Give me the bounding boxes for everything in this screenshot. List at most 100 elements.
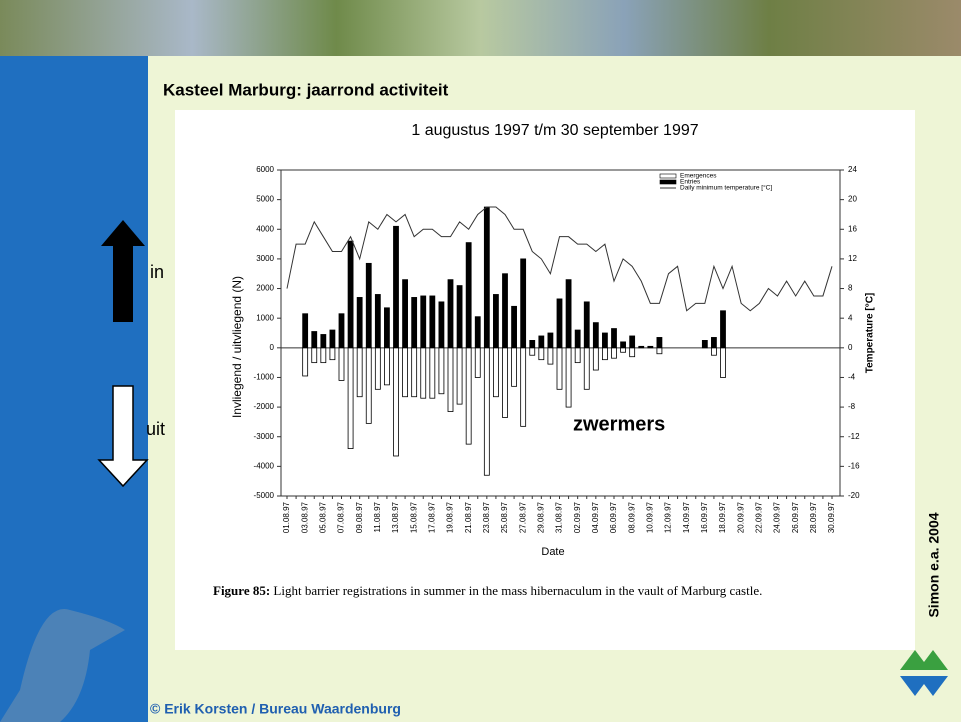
x-tick-label: 25.08.97: [500, 501, 509, 533]
legend-swatch: [660, 180, 676, 184]
bar: [493, 348, 498, 397]
x-tick-label: 15.08.97: [409, 501, 418, 533]
y-tick-label: 4000: [256, 224, 274, 233]
y-tick-label: -4000: [254, 461, 275, 470]
x-tick-label: 20.09.97: [736, 501, 745, 533]
bar: [721, 311, 726, 348]
bar: [630, 336, 635, 348]
bar: [484, 207, 489, 348]
bar: [339, 314, 344, 348]
bar: [539, 336, 544, 348]
out-label: uit: [146, 419, 165, 439]
legend-label: Daily minimum temperature [°C]: [680, 184, 772, 192]
bar: [557, 348, 562, 389]
page: {"slide":{"title":"Kasteel Marburg: jaar…: [0, 0, 961, 722]
x-tick-label: 29.08.97: [536, 501, 545, 533]
bar: [448, 280, 453, 348]
bar: [621, 342, 626, 348]
slide: Kasteel Marburg: jaarrond activiteit 1 a…: [0, 0, 961, 722]
x-tick-label: 09.08.97: [355, 501, 364, 533]
chart-subtitle: 1 augustus 1997 t/m 30 september 1997: [411, 122, 698, 139]
bar: [702, 340, 707, 347]
bar: [475, 348, 480, 378]
bar: [321, 334, 326, 347]
bar: [421, 296, 426, 348]
bar: [657, 348, 662, 354]
bar: [566, 280, 571, 348]
caption-text: Light barrier registrations in summer in…: [273, 583, 762, 598]
bar: [621, 348, 626, 352]
y2-tick-label: 20: [848, 195, 857, 204]
bar: [602, 348, 607, 360]
y-tick-label: -5000: [254, 491, 275, 500]
bar: [330, 330, 335, 348]
bar: [412, 348, 417, 397]
bar: [575, 348, 580, 363]
bar: [448, 348, 453, 412]
bar: [412, 297, 417, 347]
bar: [384, 308, 389, 348]
bar: [503, 274, 508, 348]
bar: [711, 337, 716, 347]
bar: [493, 294, 498, 347]
bar: [366, 348, 371, 424]
bar: [602, 333, 607, 348]
caption-label: Figure 85:: [213, 583, 270, 598]
bar: [321, 348, 326, 363]
x-tick-label: 28.09.97: [809, 501, 818, 533]
bar: [303, 348, 308, 376]
bar: [593, 323, 598, 348]
bar: [512, 306, 517, 347]
x-tick-label: 23.08.97: [482, 501, 491, 533]
y-tick-label: 2000: [256, 284, 274, 293]
x-tick-label: 11.08.97: [373, 501, 382, 532]
x-tick-label: 07.08.97: [337, 501, 346, 533]
x-axis-label: Date: [541, 546, 564, 558]
bar: [548, 348, 553, 364]
bar: [711, 348, 716, 355]
y2-tick-label: -4: [848, 373, 856, 382]
bar: [430, 348, 435, 398]
slide-title: Kasteel Marburg: jaarrond activiteit: [163, 80, 449, 99]
x-tick-label: 21.08.97: [464, 501, 473, 533]
figure-caption: Figure 85: Light barrier registrations i…: [213, 583, 762, 598]
bar: [630, 348, 635, 357]
legend-swatch: [660, 174, 676, 178]
y2-tick-label: -12: [848, 432, 860, 441]
bar: [521, 348, 526, 427]
bar: [575, 330, 580, 348]
bar: [339, 348, 344, 381]
bar: [439, 348, 444, 394]
x-tick-label: 18.09.97: [718, 501, 727, 533]
y-tick-label: -2000: [254, 402, 275, 411]
bar: [457, 348, 462, 404]
bar: [721, 348, 726, 378]
bar: [403, 280, 408, 348]
bar: [303, 314, 308, 348]
photo-strip: [0, 0, 961, 56]
bar: [348, 348, 353, 449]
bar: [657, 337, 662, 347]
y-tick-label: 6000: [256, 165, 274, 174]
bar: [530, 348, 535, 355]
bar: [639, 346, 644, 347]
bar: [366, 263, 371, 347]
x-tick-label: 13.08.97: [391, 501, 400, 533]
y2-tick-label: -16: [848, 461, 860, 470]
bar: [548, 333, 553, 348]
bar: [584, 348, 589, 389]
x-tick-label: 19.08.97: [446, 501, 455, 533]
bar: [384, 348, 389, 385]
x-tick-label: 17.08.97: [427, 501, 436, 533]
bar: [521, 259, 526, 348]
x-tick-label: 03.08.97: [300, 501, 309, 533]
bar: [466, 243, 471, 348]
bar: [612, 348, 617, 358]
bar: [466, 348, 471, 444]
x-tick-label: 16.09.97: [700, 501, 709, 533]
y-tick-label: 0: [270, 343, 275, 352]
y-tick-label: -3000: [254, 432, 275, 441]
y2-axis-label: Temperature [°C]: [865, 293, 876, 374]
y-tick-label: 5000: [256, 195, 274, 204]
bar: [394, 348, 399, 456]
